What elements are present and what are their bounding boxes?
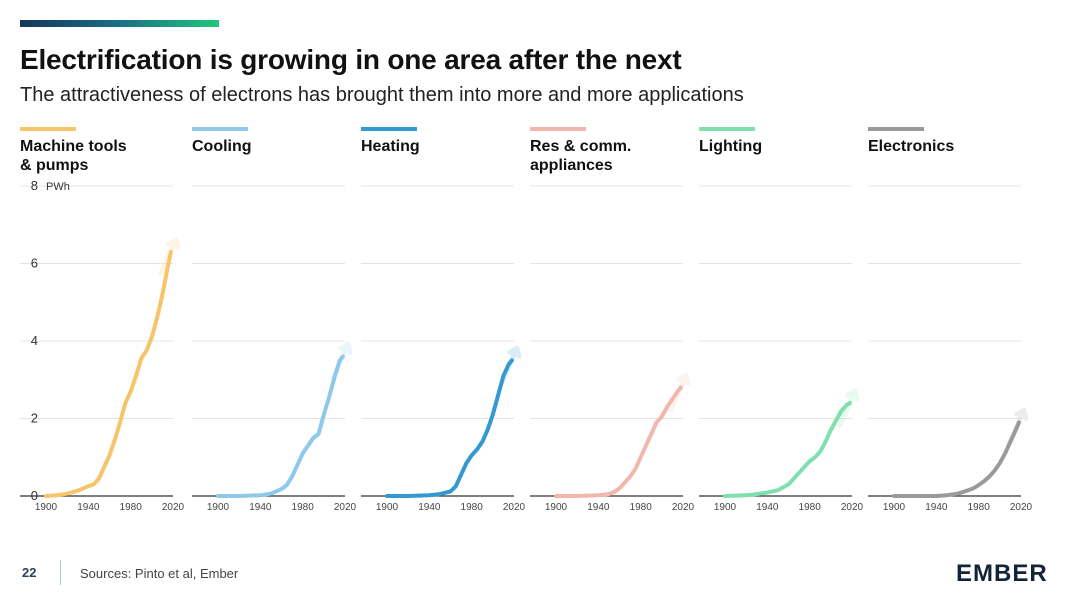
- top-accent-bar: [20, 20, 219, 27]
- series-line: [216, 354, 345, 498]
- x-tick-label: 1940: [418, 502, 441, 513]
- page-subtitle: The attractiveness of electrons has brou…: [20, 84, 744, 106]
- page-title: Electrification is growing in one area a…: [20, 44, 682, 75]
- ember-logo: EMBER: [956, 560, 1048, 587]
- footer-divider: [60, 560, 61, 585]
- page-number: 22: [22, 565, 37, 580]
- x-tick-label: 2020: [334, 502, 357, 513]
- small-multiples-chart: Machine tools & pumps 1900 1940 1980 2020 Cool…: [20, 127, 1033, 513]
- y-tick-label: 8: [31, 178, 38, 193]
- series-label: Electronics: [868, 138, 954, 155]
- series-label: appliances: [530, 157, 613, 174]
- x-tick-label: 2020: [1010, 502, 1033, 513]
- series-line: [723, 401, 852, 498]
- x-tick-label: 1900: [35, 502, 58, 513]
- trend-arrow: [837, 388, 860, 428]
- x-tick-label: 2020: [162, 502, 185, 513]
- x-tick-label: 1940: [756, 502, 779, 513]
- x-tick-label: 1900: [376, 502, 399, 513]
- y-tick-label: 0: [31, 488, 38, 503]
- legend-swatch: [20, 127, 76, 131]
- sources-note: Sources: Pinto et al, Ember: [80, 566, 239, 581]
- series-label: Cooling: [192, 138, 252, 155]
- x-tick-label: 1940: [587, 502, 610, 513]
- series-line: [44, 249, 173, 498]
- x-tick-label: 1940: [249, 502, 272, 513]
- x-tick-label: 2020: [672, 502, 695, 513]
- x-tick-label: 1900: [207, 502, 230, 513]
- x-tick-label: 1900: [883, 502, 906, 513]
- x-tick-label: 1980: [799, 502, 822, 513]
- y-tick-label: 2: [31, 411, 38, 426]
- legend-swatch: [699, 127, 755, 131]
- x-tick-label: 1900: [714, 502, 737, 513]
- x-tick-label: 1980: [968, 502, 991, 513]
- legend-swatch: [361, 127, 417, 131]
- series-label: & pumps: [20, 157, 89, 174]
- series-label: Machine tools: [20, 138, 127, 155]
- legend-swatch: [868, 127, 924, 131]
- x-tick-label: 1940: [925, 502, 948, 513]
- legend-swatch: [192, 127, 248, 131]
- series-label: Heating: [361, 138, 420, 155]
- x-tick-label: 2020: [841, 502, 864, 513]
- x-tick-label: 1980: [461, 502, 484, 513]
- x-tick-label: 2020: [503, 502, 526, 513]
- series-label: Res & comm.: [530, 138, 631, 155]
- x-tick-label: 1980: [630, 502, 653, 513]
- y-tick-label: 4: [31, 333, 38, 348]
- series-line: [385, 358, 514, 498]
- series-label: Lighting: [699, 138, 762, 155]
- series-line: [892, 420, 1021, 498]
- y-tick-label: 6: [31, 256, 38, 271]
- y-axis-unit: PWh: [46, 181, 70, 193]
- series-line: [554, 385, 683, 498]
- x-tick-label: 1900: [545, 502, 568, 513]
- legend-swatch: [530, 127, 586, 131]
- x-tick-label: 1940: [77, 502, 100, 513]
- x-tick-label: 1980: [120, 502, 143, 513]
- x-tick-label: 1980: [292, 502, 315, 513]
